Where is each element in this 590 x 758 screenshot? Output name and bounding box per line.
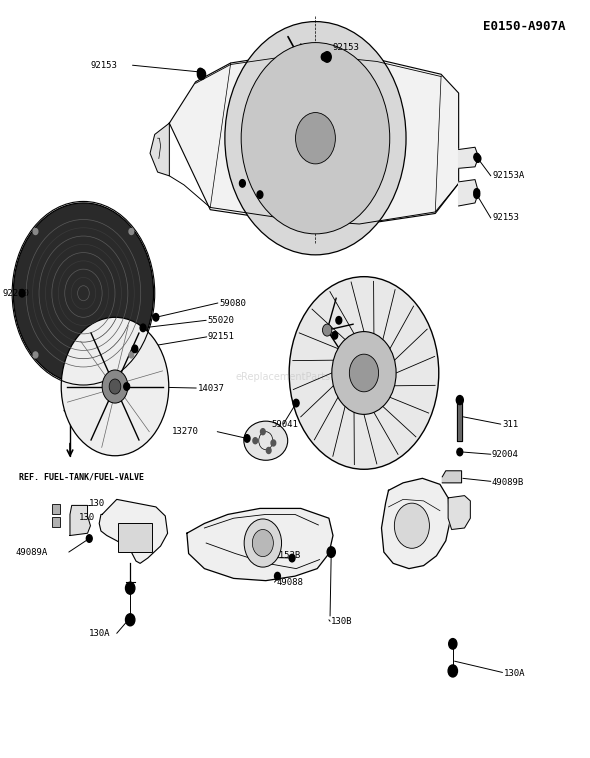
Text: 14037: 14037 <box>198 384 224 393</box>
Circle shape <box>102 370 128 403</box>
Text: 130: 130 <box>78 513 95 522</box>
Polygon shape <box>442 471 461 483</box>
Text: 130: 130 <box>89 500 106 509</box>
Circle shape <box>253 530 273 556</box>
Text: 49089B: 49089B <box>492 478 524 487</box>
Circle shape <box>132 345 138 352</box>
Circle shape <box>61 318 169 456</box>
FancyBboxPatch shape <box>53 518 60 528</box>
Circle shape <box>33 228 38 234</box>
Circle shape <box>475 155 481 162</box>
Polygon shape <box>457 400 462 440</box>
Text: 92153B: 92153B <box>268 551 301 560</box>
Circle shape <box>225 21 406 255</box>
Text: eReplacementParts.com: eReplacementParts.com <box>235 371 355 382</box>
Circle shape <box>129 352 134 358</box>
Text: 92151: 92151 <box>208 332 235 341</box>
Circle shape <box>293 399 299 407</box>
Circle shape <box>296 112 335 164</box>
Circle shape <box>241 42 390 234</box>
Text: 311: 311 <box>502 420 518 428</box>
Circle shape <box>240 180 245 187</box>
Circle shape <box>126 582 135 594</box>
Circle shape <box>448 665 457 677</box>
Circle shape <box>266 447 271 453</box>
Circle shape <box>109 379 121 394</box>
Circle shape <box>289 277 439 469</box>
Ellipse shape <box>244 421 288 460</box>
Text: 49088: 49088 <box>276 578 303 587</box>
Text: 23002: 23002 <box>388 337 415 346</box>
Polygon shape <box>169 52 458 225</box>
Polygon shape <box>458 180 478 206</box>
Text: 59041: 59041 <box>271 420 299 428</box>
Polygon shape <box>70 506 90 535</box>
Circle shape <box>244 519 281 567</box>
Polygon shape <box>382 478 450 568</box>
Circle shape <box>253 437 258 443</box>
Circle shape <box>140 324 146 331</box>
Text: 92210: 92210 <box>3 289 30 298</box>
Polygon shape <box>99 500 168 563</box>
Text: 59080: 59080 <box>219 299 246 308</box>
Circle shape <box>449 638 457 649</box>
Text: 130A: 130A <box>89 629 111 637</box>
Circle shape <box>336 317 342 324</box>
Circle shape <box>323 324 332 336</box>
Text: 13270: 13270 <box>172 428 199 436</box>
Text: 55020: 55020 <box>207 316 234 325</box>
Circle shape <box>474 189 480 196</box>
Circle shape <box>274 572 280 580</box>
Circle shape <box>198 69 205 80</box>
Circle shape <box>153 314 159 321</box>
Text: 130B: 130B <box>331 617 353 626</box>
Text: E0150-A907A: E0150-A907A <box>483 20 565 33</box>
Circle shape <box>456 396 463 405</box>
Circle shape <box>126 614 135 626</box>
Circle shape <box>124 383 130 390</box>
Text: 92004: 92004 <box>492 449 519 459</box>
Polygon shape <box>448 496 470 530</box>
Circle shape <box>322 53 327 61</box>
Circle shape <box>323 52 331 62</box>
Circle shape <box>33 352 38 358</box>
Text: 92153: 92153 <box>332 43 359 52</box>
Text: 92028: 92028 <box>388 312 415 321</box>
Circle shape <box>271 440 276 446</box>
Circle shape <box>332 331 337 339</box>
Circle shape <box>198 68 203 76</box>
Circle shape <box>289 554 295 562</box>
Circle shape <box>457 448 463 456</box>
Circle shape <box>19 290 25 297</box>
Polygon shape <box>150 123 169 176</box>
Circle shape <box>244 434 250 442</box>
Circle shape <box>349 354 379 392</box>
Text: 130A: 130A <box>504 669 525 678</box>
Circle shape <box>332 331 396 415</box>
Polygon shape <box>187 509 333 581</box>
Text: 49089A: 49089A <box>16 547 48 556</box>
Text: 92153A: 92153A <box>493 171 525 180</box>
FancyBboxPatch shape <box>119 524 152 552</box>
Circle shape <box>394 503 430 548</box>
Circle shape <box>86 534 92 542</box>
Circle shape <box>257 191 263 199</box>
Circle shape <box>129 228 134 234</box>
FancyBboxPatch shape <box>53 504 60 514</box>
Circle shape <box>474 153 480 161</box>
Circle shape <box>261 429 265 434</box>
Circle shape <box>474 191 480 199</box>
Circle shape <box>327 547 335 557</box>
Text: REF. FUEL-TANK/FUEL-VALVE: REF. FUEL-TANK/FUEL-VALVE <box>19 472 144 481</box>
Circle shape <box>14 203 153 384</box>
Polygon shape <box>458 147 478 168</box>
Text: 92153: 92153 <box>90 61 117 70</box>
Text: 92153: 92153 <box>493 214 519 223</box>
